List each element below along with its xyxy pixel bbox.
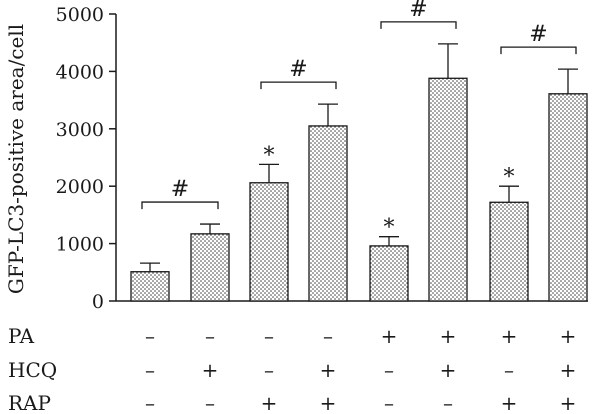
significance-bracket (141, 201, 219, 210)
significance-hash: # (529, 22, 547, 47)
condition-sign: + (560, 324, 577, 348)
bar (489, 201, 529, 302)
bar (308, 125, 348, 302)
condition-table: PA – – – – + + + + HCQ – + – + – + – + RAP – – + + – – + + (8, 324, 576, 414)
y-tick-label: 3000 (56, 119, 104, 141)
bars: * * * (130, 43, 588, 302)
condition-sign: + (440, 358, 457, 382)
significance-bracket (500, 46, 577, 55)
condition-label-pa: PA (8, 324, 35, 348)
condition-sign: – (264, 324, 274, 348)
y-tick-label: 1000 (56, 234, 104, 256)
y-axis-label: GFP-LC3-positive area/cell (4, 24, 28, 294)
condition-sign: – (145, 391, 155, 414)
condition-sign: – (504, 358, 514, 382)
condition-sign: + (261, 391, 278, 414)
significance-hash: # (289, 57, 307, 82)
condition-sign: + (320, 391, 337, 414)
significance-star: * (384, 216, 395, 241)
y-tick-label: 2000 (56, 176, 104, 198)
bar (130, 271, 170, 302)
bar (369, 245, 409, 302)
condition-sign: – (443, 391, 453, 414)
condition-sign: – (323, 324, 333, 348)
condition-label-hcq: HCQ (8, 358, 57, 382)
significance-brackets: # # # # (141, 0, 577, 210)
significance-star: * (504, 165, 515, 190)
condition-sign: + (440, 324, 457, 348)
condition-sign: – (384, 391, 394, 414)
significance-hash: # (171, 177, 189, 202)
condition-sign: – (205, 391, 215, 414)
condition-sign: – (205, 324, 215, 348)
bar (190, 233, 230, 302)
condition-sign: – (384, 358, 394, 382)
condition-sign: + (501, 391, 518, 414)
bar (548, 93, 588, 302)
significance-bracket (260, 81, 337, 90)
bar (249, 182, 289, 302)
y-tick-label: 5000 (56, 4, 104, 26)
condition-sign: + (202, 358, 219, 382)
condition-sign: + (560, 391, 577, 414)
significance-hash: # (409, 0, 427, 22)
condition-label-rap: RAP (8, 391, 51, 414)
condition-sign: – (145, 324, 155, 348)
y-tick-label: 4000 (56, 61, 104, 83)
condition-sign: + (560, 358, 577, 382)
y-tick-label: 0 (92, 291, 104, 313)
condition-sign: – (264, 358, 274, 382)
significance-bracket (380, 21, 457, 29)
condition-sign: – (145, 358, 155, 382)
condition-sign: + (381, 324, 398, 348)
significance-star: * (264, 143, 275, 168)
bar (428, 77, 468, 302)
condition-sign: + (501, 324, 518, 348)
condition-sign: + (320, 358, 337, 382)
